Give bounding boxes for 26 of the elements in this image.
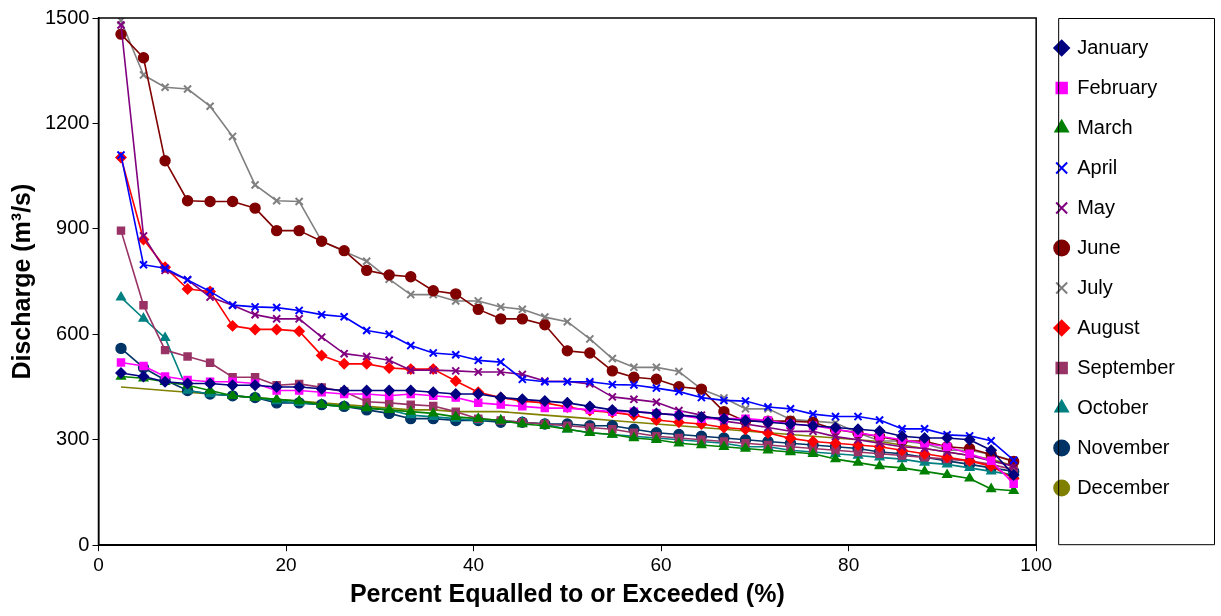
legend-label: October [1077, 395, 1149, 418]
y-tick-label: 600 [56, 321, 90, 344]
x-tick-label: 0 [93, 553, 104, 575]
legend-label: March [1077, 115, 1133, 138]
x-tick-label: 80 [838, 553, 860, 575]
y-tick-label: 1500 [44, 5, 90, 28]
legend-label: February [1077, 75, 1158, 98]
legend-label: January [1077, 35, 1149, 58]
x-tick-label: 20 [275, 553, 297, 575]
y-tick-label: 0 [78, 532, 90, 555]
y-tick-label: 300 [56, 427, 90, 450]
legend-label: April [1077, 155, 1118, 178]
legend-label: December [1077, 475, 1170, 498]
x-tick-label: 60 [650, 553, 672, 575]
legend-label: May [1077, 195, 1115, 218]
x-axis-title: Percent Equalled to or Exceeded (%) [349, 578, 785, 607]
x-tick-label: 100 [1020, 553, 1053, 575]
y-axis-title: Discharge (m³/s) [6, 183, 35, 380]
legend-label: September [1077, 355, 1176, 378]
legend-label: July [1077, 275, 1113, 298]
y-tick-label: 1200 [44, 110, 90, 133]
legend-label: August [1077, 315, 1140, 338]
y-tick-label: 900 [56, 216, 90, 239]
legend-label: June [1077, 235, 1121, 258]
legend-label: November [1077, 435, 1170, 458]
x-tick-label: 40 [462, 553, 485, 575]
